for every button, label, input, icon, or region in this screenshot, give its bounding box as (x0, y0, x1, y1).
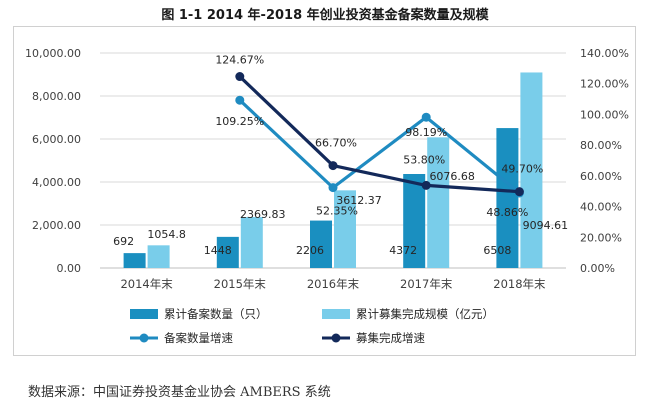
line-data-label: 66.70% (315, 137, 357, 150)
source-note: 数据来源：中国证券投资基金业协会 AMBERS 系统 (28, 385, 331, 400)
left-axis-tick-label: 10,000.00 (25, 47, 81, 60)
count-bar (496, 128, 519, 268)
legend-label: 募集完成增速 (356, 331, 425, 345)
legend-swatch-marker (331, 333, 341, 343)
bar-data-label: 2369.83 (240, 208, 286, 221)
right-axis-tick-label: 0.00% (580, 262, 615, 275)
line-data-label: 52.35% (316, 205, 358, 218)
count-growth-marker (421, 112, 431, 122)
left-axis-tick-label: 0.00 (57, 262, 82, 275)
left-axis-tick-label: 6,000.00 (32, 133, 81, 146)
legend-label: 累计备案数量（只） (164, 307, 268, 321)
count-bar (123, 253, 146, 268)
bar-data-label: 3612.37 (336, 194, 382, 207)
scale-bar (427, 137, 450, 268)
right-axis-tick-label: 100.00% (580, 108, 629, 121)
scale-growth-marker (421, 180, 431, 190)
scale-growth-marker (514, 187, 524, 197)
bar-data-label: 1448 (204, 244, 232, 257)
line-data-label: 124.67% (215, 54, 264, 67)
left-axis-tick-label: 8,000.00 (32, 90, 81, 103)
bar-data-label: 1054.8 (147, 228, 186, 241)
right-axis-tick-label: 80.00% (580, 139, 622, 152)
line-data-label: 98.19% (405, 126, 447, 139)
bar-data-label: 2206 (296, 244, 324, 257)
right-axis-tick-label: 20.00% (580, 231, 622, 244)
scale-bar (240, 217, 263, 268)
count-bar (216, 236, 239, 268)
line-data-label: 109.25% (215, 115, 264, 128)
chart-title: 图 1-1 2014 年-2018 年创业投资基金备案数量及规模 (161, 8, 489, 23)
legend-swatch (130, 309, 158, 319)
x-axis-category-label: 2015年末 (214, 277, 267, 291)
x-axis-category-label: 2017年末 (400, 277, 453, 291)
x-axis-category-label: 2018年末 (493, 277, 546, 291)
scale-growth-line (238, 75, 520, 194)
left-axis-tick-label: 4,000.00 (32, 176, 81, 189)
legend-swatch (322, 309, 350, 319)
right-axis-tick-label: 140.00% (580, 47, 629, 60)
bar-data-label: 692 (113, 235, 134, 248)
scale-growth-marker (235, 72, 245, 82)
x-axis-category-label: 2016年末 (307, 277, 360, 291)
count-growth-marker (235, 95, 245, 105)
legend-swatch-marker (139, 333, 149, 343)
line-data-label: 49.70% (501, 163, 543, 176)
right-axis-tick-label: 60.00% (580, 170, 622, 183)
scale-bar (334, 190, 356, 268)
scale-bar (147, 245, 170, 268)
bar-data-label: 9094.61 (523, 219, 569, 232)
left-axis-tick-label: 2,000.00 (32, 219, 81, 232)
count-bar (310, 220, 332, 268)
right-axis-tick-label: 120.00% (580, 78, 629, 91)
count-growth-marker (328, 183, 338, 193)
line-data-label: 53.80% (403, 153, 445, 166)
x-axis-category-label: 2014年末 (120, 277, 173, 291)
count-bar (403, 174, 426, 268)
scale-bar (520, 72, 543, 268)
bar-data-label: 4372 (389, 244, 417, 257)
legend-label: 备案数量增速 (164, 331, 233, 345)
count-growth-line (238, 99, 521, 195)
chart-frame (13, 26, 636, 356)
legend-label: 累计募集完成规模（亿元） (356, 307, 494, 321)
line-data-label: 48.86% (486, 206, 528, 219)
bar-data-label: 6508 (483, 244, 511, 257)
scale-growth-marker (328, 161, 338, 171)
right-axis-tick-label: 40.00% (580, 201, 622, 214)
bar-data-label: 6076.68 (429, 170, 475, 183)
